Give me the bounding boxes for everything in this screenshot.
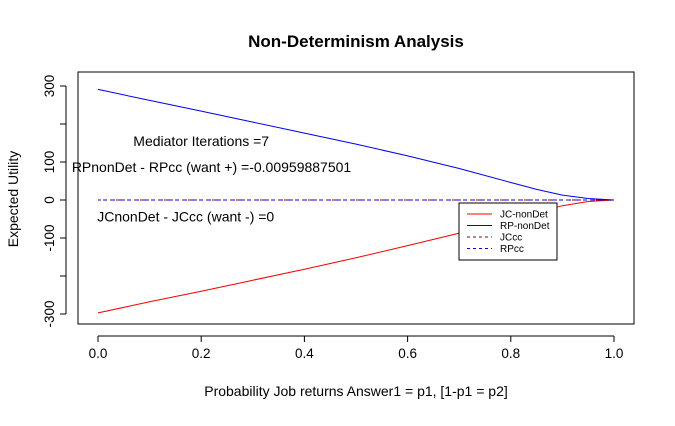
y-tick-label: 300 — [42, 75, 57, 98]
y-tick-label: 0 — [42, 196, 57, 204]
plot-area-frame — [77, 71, 635, 325]
x-tick-label: 0.4 — [295, 346, 314, 361]
y-tick-label: -100 — [42, 224, 57, 251]
x-tick-label: 0.8 — [501, 346, 520, 361]
chart-title: Non-Determinism Analysis — [248, 32, 464, 51]
annotation-text: RPnonDet - RPcc (want +) =-0.00959887501 — [72, 159, 352, 175]
x-axis: 0.0 0.2 0.4 0.6 0.8 1.0 — [89, 335, 624, 361]
x-axis-label: Probability Job returns Answer1 = p1, [1… — [204, 383, 508, 399]
x-tick-label: 0.2 — [192, 346, 211, 361]
annotation-text: Mediator Iterations =7 — [133, 133, 269, 149]
x-tick-label: 1.0 — [605, 346, 624, 361]
legend-label: RPcc — [500, 244, 524, 255]
y-axis-label: Expected Utility — [5, 151, 21, 247]
legend-label: JCcc — [500, 233, 522, 244]
legend-box — [458, 202, 558, 261]
annotation-text: JCnonDet - JCcc (want -) =0 — [97, 208, 274, 224]
legend-label: JC-nonDet — [500, 210, 548, 221]
annotation-layer: Mediator Iterations =7 RPnonDet - RPcc (w… — [72, 133, 352, 224]
x-tick-label: 0.6 — [398, 346, 417, 361]
x-tick-label: 0.0 — [89, 346, 108, 361]
legend-label: RP-nonDet — [500, 221, 550, 232]
y-axis: -300 -100 0 100 300 — [42, 75, 67, 328]
series-layer — [97, 88, 615, 314]
y-tick-label: -300 — [42, 300, 57, 327]
y-tick-label: 100 — [42, 151, 57, 174]
series-line-jc-nondet — [97, 199, 615, 314]
series-line-rp-nondet — [97, 88, 615, 201]
